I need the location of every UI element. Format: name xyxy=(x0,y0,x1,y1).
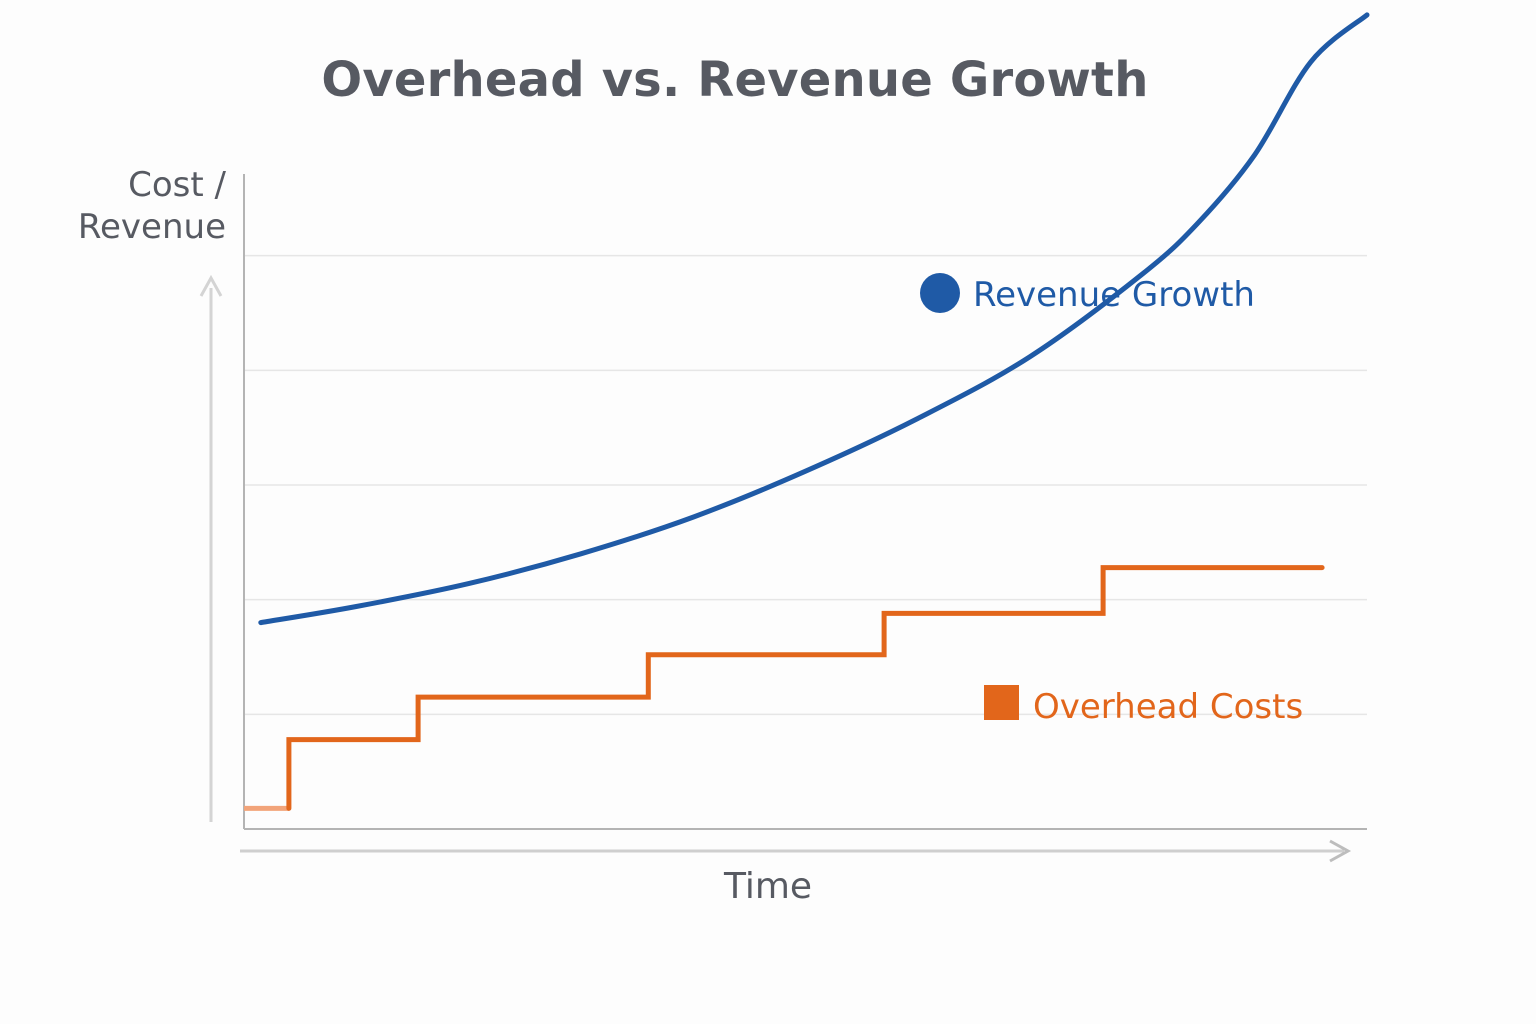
legend-overhead-costs: Overhead Costs xyxy=(984,685,1303,727)
series-line-overhead-costs xyxy=(286,565,1325,811)
x-axis-label: Time xyxy=(723,866,813,907)
y-axis-arrow-icon xyxy=(199,274,223,297)
grid-lines xyxy=(244,254,1367,716)
y-axis-label-line-1: Cost / xyxy=(128,165,226,205)
x-axis-arrow-icon xyxy=(1329,839,1352,863)
legend-revenue-growth: Revenue Growth xyxy=(920,273,1255,315)
series-line-revenue-growth xyxy=(258,12,1370,626)
legend-marker-square-icon xyxy=(984,685,1019,720)
legend-label-overhead-costs: Overhead Costs xyxy=(1033,687,1303,727)
legend-label-revenue-growth: Revenue Growth xyxy=(973,275,1255,315)
y-axis-label: Cost / Revenue xyxy=(60,164,226,248)
chart-title: Overhead vs. Revenue Growth xyxy=(321,52,1149,108)
legend-marker-circle-icon xyxy=(920,273,960,313)
y-axis-label-line-2: Revenue xyxy=(77,207,226,247)
